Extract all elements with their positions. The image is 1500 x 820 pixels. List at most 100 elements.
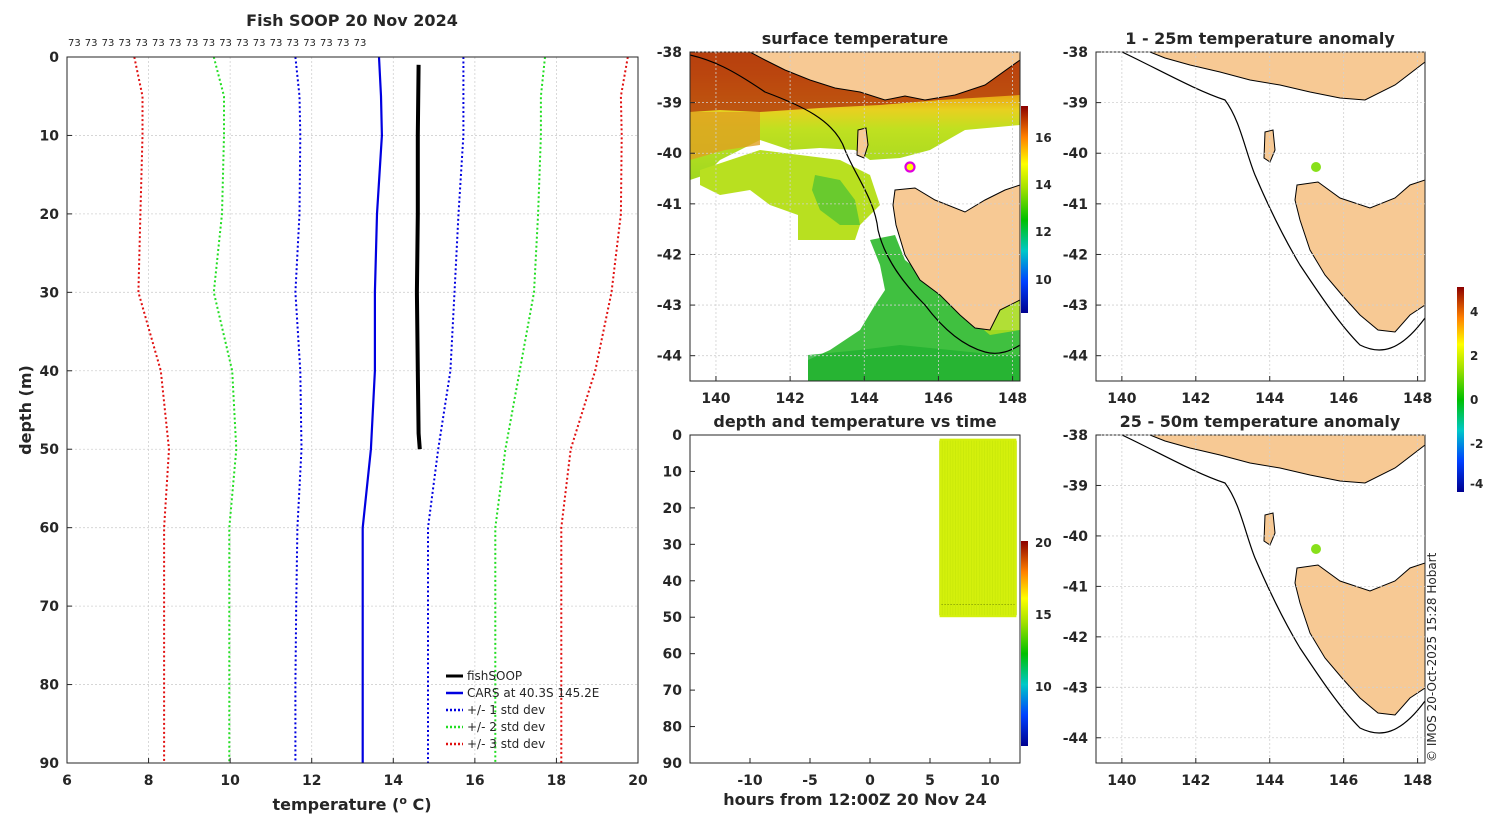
- map-y-tick-label: -39: [657, 96, 682, 112]
- legend-label-std2: +/- 2 std dev: [467, 720, 545, 734]
- dvt-x-tick-label: 10: [980, 773, 1000, 789]
- surface-temperature-map: surface temperature 140 142 144 146 148 -38 -3…: [657, 29, 1052, 407]
- sst-cbar-tick: 12: [1035, 225, 1052, 239]
- map-y-tick-label: -41: [1063, 579, 1088, 595]
- profile-axes-frame: [66, 56, 639, 764]
- profile-plot: Fish SOOP 20 Nov 2024 73 73 73 73 73 73 73 73 73…: [16, 11, 648, 814]
- count-label: 73: [320, 38, 333, 49]
- anom1-ticks: 140 142 144 146 148 -38 -39 -40 -41 -42 -43 -44: [1063, 45, 1433, 407]
- count-label: 73: [135, 38, 148, 49]
- map-y-tick-label: -42: [657, 247, 682, 263]
- anom2-title: 25 - 50m temperature anomaly: [1120, 412, 1401, 431]
- sst-cbar-tick: 10: [1035, 273, 1052, 287]
- dvt-colorbar-ticks: 10 15 20: [1035, 536, 1052, 694]
- dvt-y-tick-label: 0: [672, 428, 682, 444]
- map-y-tick-label: -38: [1063, 428, 1088, 444]
- map-x-tick-label: 148: [1403, 773, 1432, 789]
- y-tick-label: 60: [40, 521, 60, 537]
- anom2-land-victoria: [1149, 435, 1425, 484]
- map-x-tick-label: 142: [1181, 391, 1210, 407]
- map-x-tick-label: 140: [1107, 773, 1136, 789]
- sst-land-tasmania: [892, 184, 1020, 331]
- map-y-tick-label: -44: [1063, 349, 1089, 365]
- map-x-tick-label: 142: [1181, 773, 1210, 789]
- sst-cbar-tick: 14: [1035, 178, 1052, 192]
- map-y-tick-label: -40: [1063, 529, 1089, 545]
- count-label: 73: [337, 38, 350, 49]
- dvt-cbar-tick: 20: [1035, 536, 1052, 550]
- series--1-std-dev: [427, 57, 465, 763]
- x-tick-label: 6: [62, 773, 72, 789]
- anom1-land-victoria: [1149, 52, 1425, 101]
- map-x-tick-label: 146: [1329, 391, 1358, 407]
- legend-label-fishsoop: fishSOOP: [467, 669, 522, 683]
- map-y-tick-label: -43: [1063, 680, 1088, 696]
- map-y-tick-label: -39: [1063, 96, 1088, 112]
- count-label: 73: [169, 38, 182, 49]
- sst-colorbar: [1021, 106, 1028, 313]
- anomaly-cbar-tick: 4: [1470, 305, 1478, 319]
- anomaly-cbar-tick: 2: [1470, 349, 1478, 363]
- dvt-y-tick-label: 60: [663, 647, 683, 663]
- count-label: 73: [253, 38, 266, 49]
- profile-series: [133, 56, 629, 763]
- anom2-station-marker: [1311, 544, 1321, 554]
- sst-ticks: 140 142 144 146 148 -38 -39 -40 -41 -42 -43 -44: [657, 45, 1027, 407]
- count-label: 73: [102, 38, 115, 49]
- anom1-station-marker: [1311, 162, 1321, 172]
- profile-grid: [66, 56, 639, 764]
- dvt-x-tick-label: -5: [802, 773, 818, 789]
- count-label: 73: [186, 38, 199, 49]
- map-y-tick-label: -40: [1063, 146, 1089, 162]
- dvt-ticks: -10 -5 0 5 10 0 10 20 30 40 50 60 70 80 90: [663, 428, 1000, 789]
- dvt-colorbar: [1021, 541, 1028, 746]
- dvt-y-tick-label: 30: [663, 537, 683, 553]
- anom2-shelf-contour: [1121, 435, 1425, 734]
- series-fishsoop: [414, 64, 422, 450]
- anomaly-colorbar: [1457, 287, 1464, 492]
- dvt-y-tick-label: 90: [663, 756, 683, 772]
- map-x-tick-label: 140: [1107, 391, 1136, 407]
- dvt-title: depth and temperature vs time: [713, 412, 996, 431]
- sst-land-victoria: [749, 52, 1020, 101]
- profile-y-label: depth (m): [16, 365, 35, 455]
- legend-label-std3: +/- 3 std dev: [467, 737, 545, 751]
- anomaly-colorbar-ticks: -4 -2 0 2 4: [1470, 305, 1483, 491]
- anomaly-1-25m-map: 1 - 25m temperature anomaly 140 142 144 146…: [1063, 29, 1433, 407]
- y-tick-label: 10: [40, 128, 60, 144]
- dvt-data-block: [939, 438, 1017, 618]
- x-tick-label: 14: [384, 773, 404, 789]
- count-label: 73: [286, 38, 299, 49]
- anom1-title: 1 - 25m temperature anomaly: [1125, 29, 1395, 48]
- dvt-x-tick-label: -10: [737, 773, 763, 789]
- map-y-tick-label: -38: [1063, 45, 1088, 61]
- dvt-y-tick-label: 80: [663, 720, 683, 736]
- y-tick-label: 90: [40, 756, 60, 772]
- series--2-std-dev: [212, 56, 238, 763]
- map-y-tick-label: -44: [1063, 731, 1089, 747]
- y-tick-label: 50: [40, 442, 60, 458]
- dvt-y-tick-label: 50: [663, 610, 683, 626]
- map-y-tick-label: -41: [1063, 197, 1088, 213]
- dvt-x-tick-label: 5: [925, 773, 935, 789]
- count-labels: 73 73 73 73 73 73 73 73 73 73 73 73 73 73 73 73 73 73: [68, 38, 366, 49]
- count-label: 73: [202, 38, 215, 49]
- count-label: 73: [236, 38, 249, 49]
- y-tick-label: 0: [49, 50, 59, 66]
- depth-temp-vs-time: depth and temperature vs time -10 -5 0 5 10 0…: [663, 412, 1052, 809]
- dvt-y-tick-label: 40: [663, 574, 683, 590]
- map-x-tick-label: 142: [775, 391, 804, 407]
- map-y-tick-label: -42: [1063, 630, 1088, 646]
- x-tick-label: 20: [628, 773, 648, 789]
- y-tick-label: 30: [40, 285, 60, 301]
- y-tick-label: 40: [40, 364, 60, 380]
- map-x-tick-label: 144: [1255, 391, 1284, 407]
- legend-label-cars: CARS at 40.3S 145.2E: [467, 686, 599, 700]
- dvt-cbar-tick: 15: [1035, 608, 1052, 622]
- sst-title: surface temperature: [762, 29, 949, 48]
- profile-legend: fishSOOP CARS at 40.3S 145.2E +/- 1 std …: [446, 669, 599, 751]
- count-label: 73: [118, 38, 131, 49]
- dvt-y-tick-label: 20: [663, 501, 683, 517]
- y-tick-label: 70: [40, 599, 60, 615]
- sst-colorbar-ticks: 10 12 14 16: [1035, 131, 1052, 287]
